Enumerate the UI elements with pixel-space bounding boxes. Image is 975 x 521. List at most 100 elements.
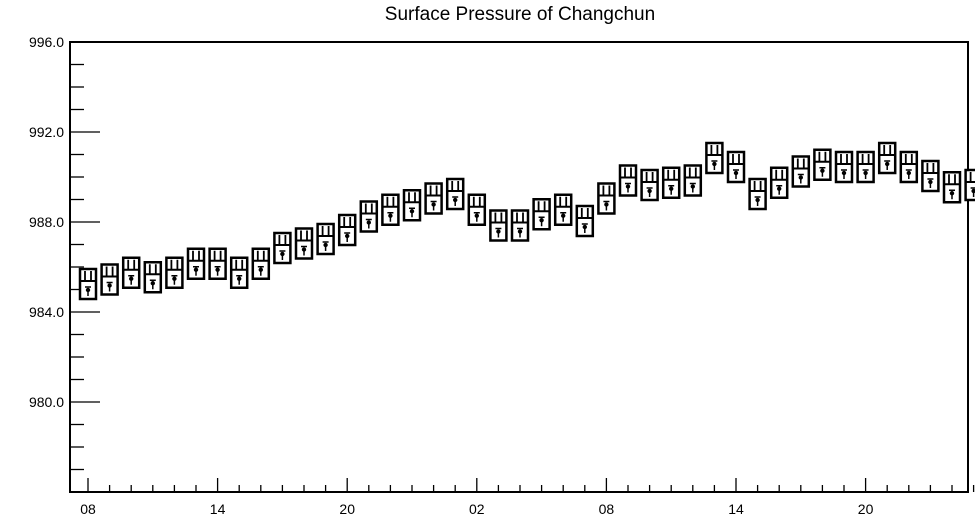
box-mark	[424, 182, 443, 215]
box-mark	[748, 177, 767, 211]
box-mark	[705, 141, 724, 175]
box-mark	[683, 164, 703, 197]
box-mark	[100, 263, 119, 296]
box-mark	[121, 256, 141, 289]
box-mark	[337, 213, 357, 247]
box-mark	[316, 222, 335, 256]
box-mark	[640, 168, 659, 202]
box-outer	[121, 256, 141, 289]
box-outer	[705, 141, 724, 175]
box-outer	[748, 177, 767, 211]
box-outer	[337, 213, 357, 247]
box-mark	[273, 231, 292, 265]
box-outer	[251, 247, 271, 280]
box-series	[78, 141, 975, 301]
box-mark	[186, 247, 206, 280]
box-outer	[532, 198, 551, 231]
box-mark	[856, 150, 875, 184]
box-mark	[294, 227, 314, 260]
y-tick-label: 992.0	[29, 124, 64, 140]
box-outer	[813, 148, 832, 181]
box-outer	[100, 263, 119, 296]
box-mark	[165, 256, 184, 289]
box-mark	[510, 209, 530, 242]
box-mark	[791, 155, 811, 188]
x-axis: 081420020814200208	[80, 478, 975, 517]
box-mark	[402, 189, 422, 222]
box-outer	[877, 141, 897, 175]
box-mark	[877, 141, 897, 175]
box-mark	[726, 150, 746, 184]
y-tick-label: 980.0	[29, 394, 64, 410]
box-outer	[683, 164, 703, 197]
box-mark	[769, 166, 789, 199]
box-mark	[942, 171, 962, 204]
box-mark	[381, 193, 400, 226]
box-mark	[467, 193, 487, 226]
box-mark	[359, 200, 379, 233]
x-tick-label: 20	[339, 501, 355, 517]
box-mark	[964, 168, 975, 202]
box-outer	[381, 193, 400, 226]
box-mark	[251, 247, 271, 280]
box-outer	[942, 171, 962, 204]
box-outer	[618, 164, 638, 197]
box-outer	[208, 247, 227, 280]
box-outer	[553, 193, 573, 226]
box-mark	[489, 209, 508, 242]
box-mark	[78, 267, 98, 301]
box-mark	[597, 182, 616, 215]
box-outer	[661, 166, 681, 199]
x-tick-label: 20	[858, 501, 874, 517]
box-outer	[575, 204, 595, 238]
box-outer	[186, 247, 206, 280]
x-tick-label: 14	[210, 501, 226, 517]
box-outer	[769, 166, 789, 199]
y-tick-label: 984.0	[29, 304, 64, 320]
box-mark	[661, 166, 681, 199]
box-outer	[597, 182, 616, 215]
box-outer	[640, 168, 659, 202]
box-outer	[229, 256, 249, 289]
box-outer	[510, 209, 530, 242]
y-tick-label: 988.0	[29, 214, 64, 230]
box-mark	[532, 198, 551, 231]
box-mark	[834, 150, 854, 184]
box-outer	[402, 189, 422, 222]
box-outer	[273, 231, 292, 265]
x-tick-label: 08	[599, 501, 615, 517]
x-tick-label: 02	[469, 501, 485, 517]
box-mark	[553, 193, 573, 226]
box-mark	[208, 247, 227, 280]
box-outer	[445, 177, 465, 211]
box-mark	[575, 204, 595, 238]
box-outer	[424, 182, 443, 215]
box-outer	[834, 150, 854, 184]
box-outer	[316, 222, 335, 256]
box-outer	[143, 261, 163, 294]
box-outer	[964, 168, 975, 202]
box-outer	[726, 150, 746, 184]
box-mark	[143, 261, 163, 294]
box-outer	[467, 193, 487, 226]
y-tick-label: 996.0	[29, 34, 64, 50]
box-outer	[791, 155, 811, 188]
box-mark	[813, 148, 832, 181]
box-mark	[229, 256, 249, 289]
box-outer	[359, 200, 379, 233]
chart-title: Surface Pressure of Changchun	[384, 4, 656, 25]
box-outer	[78, 267, 98, 301]
box-outer	[165, 256, 184, 289]
x-tick-label: 08	[80, 501, 96, 517]
box-outer	[294, 227, 314, 260]
x-tick-label: 14	[728, 501, 744, 517]
box-outer	[856, 150, 875, 184]
box-mark	[445, 177, 465, 211]
box-mark	[618, 164, 638, 197]
y-axis: 996.0 992.0 988.0 984.0 980.0	[29, 34, 100, 493]
box-outer	[489, 209, 508, 242]
box-outer	[921, 159, 940, 193]
box-outer	[899, 150, 919, 184]
box-mark	[899, 150, 919, 184]
